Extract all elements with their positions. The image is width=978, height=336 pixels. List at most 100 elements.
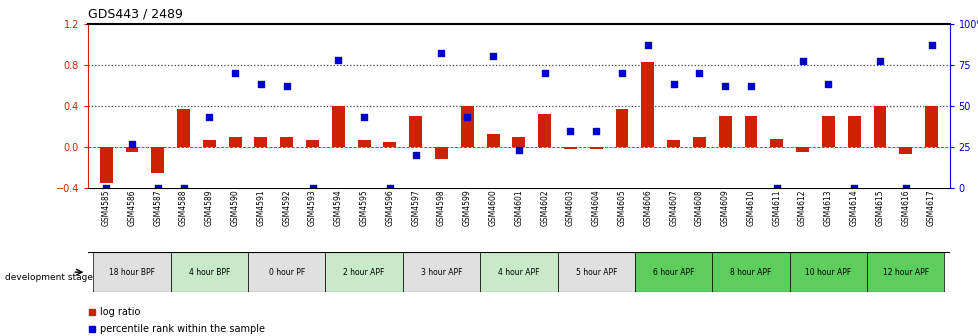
Bar (402, 252, 479, 292)
Bar (93, 252, 170, 292)
Point (381, 185, 397, 191)
Point (459, 115, 474, 120)
Bar (789, 252, 867, 292)
Point (820, 82, 835, 87)
Text: GSM4591: GSM4591 (256, 190, 265, 226)
Text: GSM4613: GSM4613 (823, 190, 832, 226)
Bar (486, 134, 499, 147)
Bar (357, 140, 371, 147)
Bar (434, 147, 448, 159)
Bar (872, 106, 885, 147)
Text: GSM4605: GSM4605 (617, 190, 626, 226)
Bar (538, 114, 551, 147)
Text: GSM4611: GSM4611 (772, 190, 780, 226)
Text: GSM4606: GSM4606 (643, 190, 651, 226)
Bar (589, 147, 602, 149)
Point (150, 185, 165, 191)
Text: GSM4586: GSM4586 (127, 190, 136, 226)
Text: GSM4585: GSM4585 (102, 190, 111, 226)
Bar (712, 252, 789, 292)
Point (201, 115, 217, 120)
Text: GSM4601: GSM4601 (513, 190, 523, 226)
Bar (692, 137, 705, 147)
Text: GSM4609: GSM4609 (720, 190, 729, 226)
Bar (125, 147, 138, 152)
Bar (479, 252, 557, 292)
Bar (229, 137, 242, 147)
Bar (744, 116, 757, 147)
Bar (170, 252, 247, 292)
Point (665, 82, 681, 87)
Text: GSM4599: GSM4599 (463, 190, 471, 226)
Bar (202, 140, 215, 147)
Text: GSM4617: GSM4617 (926, 190, 935, 226)
Point (485, 54, 501, 59)
Text: 12 hour APF: 12 hour APF (882, 268, 928, 277)
Text: 8 hour APF: 8 hour APF (730, 268, 771, 277)
Text: GSM4597: GSM4597 (411, 190, 420, 226)
Point (536, 70, 552, 76)
Bar (280, 137, 292, 147)
Text: 6 hour APF: 6 hour APF (652, 268, 693, 277)
Text: 5 hour APF: 5 hour APF (575, 268, 616, 277)
Text: GSM4588: GSM4588 (179, 190, 188, 226)
Point (356, 115, 372, 120)
Bar (899, 147, 911, 154)
Text: GSM4600: GSM4600 (488, 190, 497, 226)
Bar (409, 116, 422, 147)
Text: GSM4595: GSM4595 (359, 190, 369, 226)
Point (588, 128, 603, 133)
Bar (615, 109, 628, 147)
Bar (254, 137, 267, 147)
Point (742, 83, 758, 89)
Point (124, 141, 140, 146)
Bar (152, 147, 164, 173)
Text: GSM4612: GSM4612 (797, 190, 806, 226)
Text: GSM4614: GSM4614 (849, 190, 858, 226)
Text: 0 hour PF: 0 hour PF (268, 268, 304, 277)
Bar (718, 116, 731, 147)
Point (253, 82, 269, 87)
Bar (867, 252, 944, 292)
Bar (332, 106, 344, 147)
Bar (666, 140, 680, 147)
Text: GSM4616: GSM4616 (901, 190, 910, 226)
Bar (511, 137, 525, 147)
Text: development stage: development stage (5, 273, 93, 282)
Point (562, 128, 578, 133)
Text: GDS443 / 2489: GDS443 / 2489 (88, 8, 183, 21)
Text: percentile rank within the sample: percentile rank within the sample (101, 325, 265, 334)
Bar (635, 252, 712, 292)
Point (923, 42, 939, 48)
Text: GSM4590: GSM4590 (231, 190, 240, 226)
Text: GSM4610: GSM4610 (746, 190, 755, 226)
Point (408, 153, 423, 158)
Bar (100, 147, 112, 183)
Bar (641, 61, 653, 147)
Point (227, 70, 243, 76)
Bar (770, 139, 782, 147)
Text: 18 hour BPF: 18 hour BPF (109, 268, 155, 277)
Text: 4 hour BPF: 4 hour BPF (189, 268, 230, 277)
Point (175, 185, 191, 191)
Point (768, 185, 783, 191)
Point (871, 59, 887, 64)
Text: GSM4596: GSM4596 (385, 190, 394, 226)
Point (794, 59, 810, 64)
Bar (306, 140, 319, 147)
Text: 10 hour APF: 10 hour APF (805, 268, 851, 277)
Point (304, 185, 320, 191)
Bar (557, 252, 635, 292)
Point (690, 70, 706, 76)
Text: GSM4607: GSM4607 (668, 190, 678, 226)
Text: GSM4587: GSM4587 (154, 190, 162, 226)
Point (897, 185, 912, 191)
Bar (177, 109, 190, 147)
Point (846, 185, 862, 191)
Point (613, 70, 629, 76)
Bar (325, 252, 402, 292)
Bar (795, 147, 808, 152)
Point (433, 50, 449, 56)
Bar (822, 116, 834, 147)
Text: GSM4594: GSM4594 (333, 190, 342, 226)
